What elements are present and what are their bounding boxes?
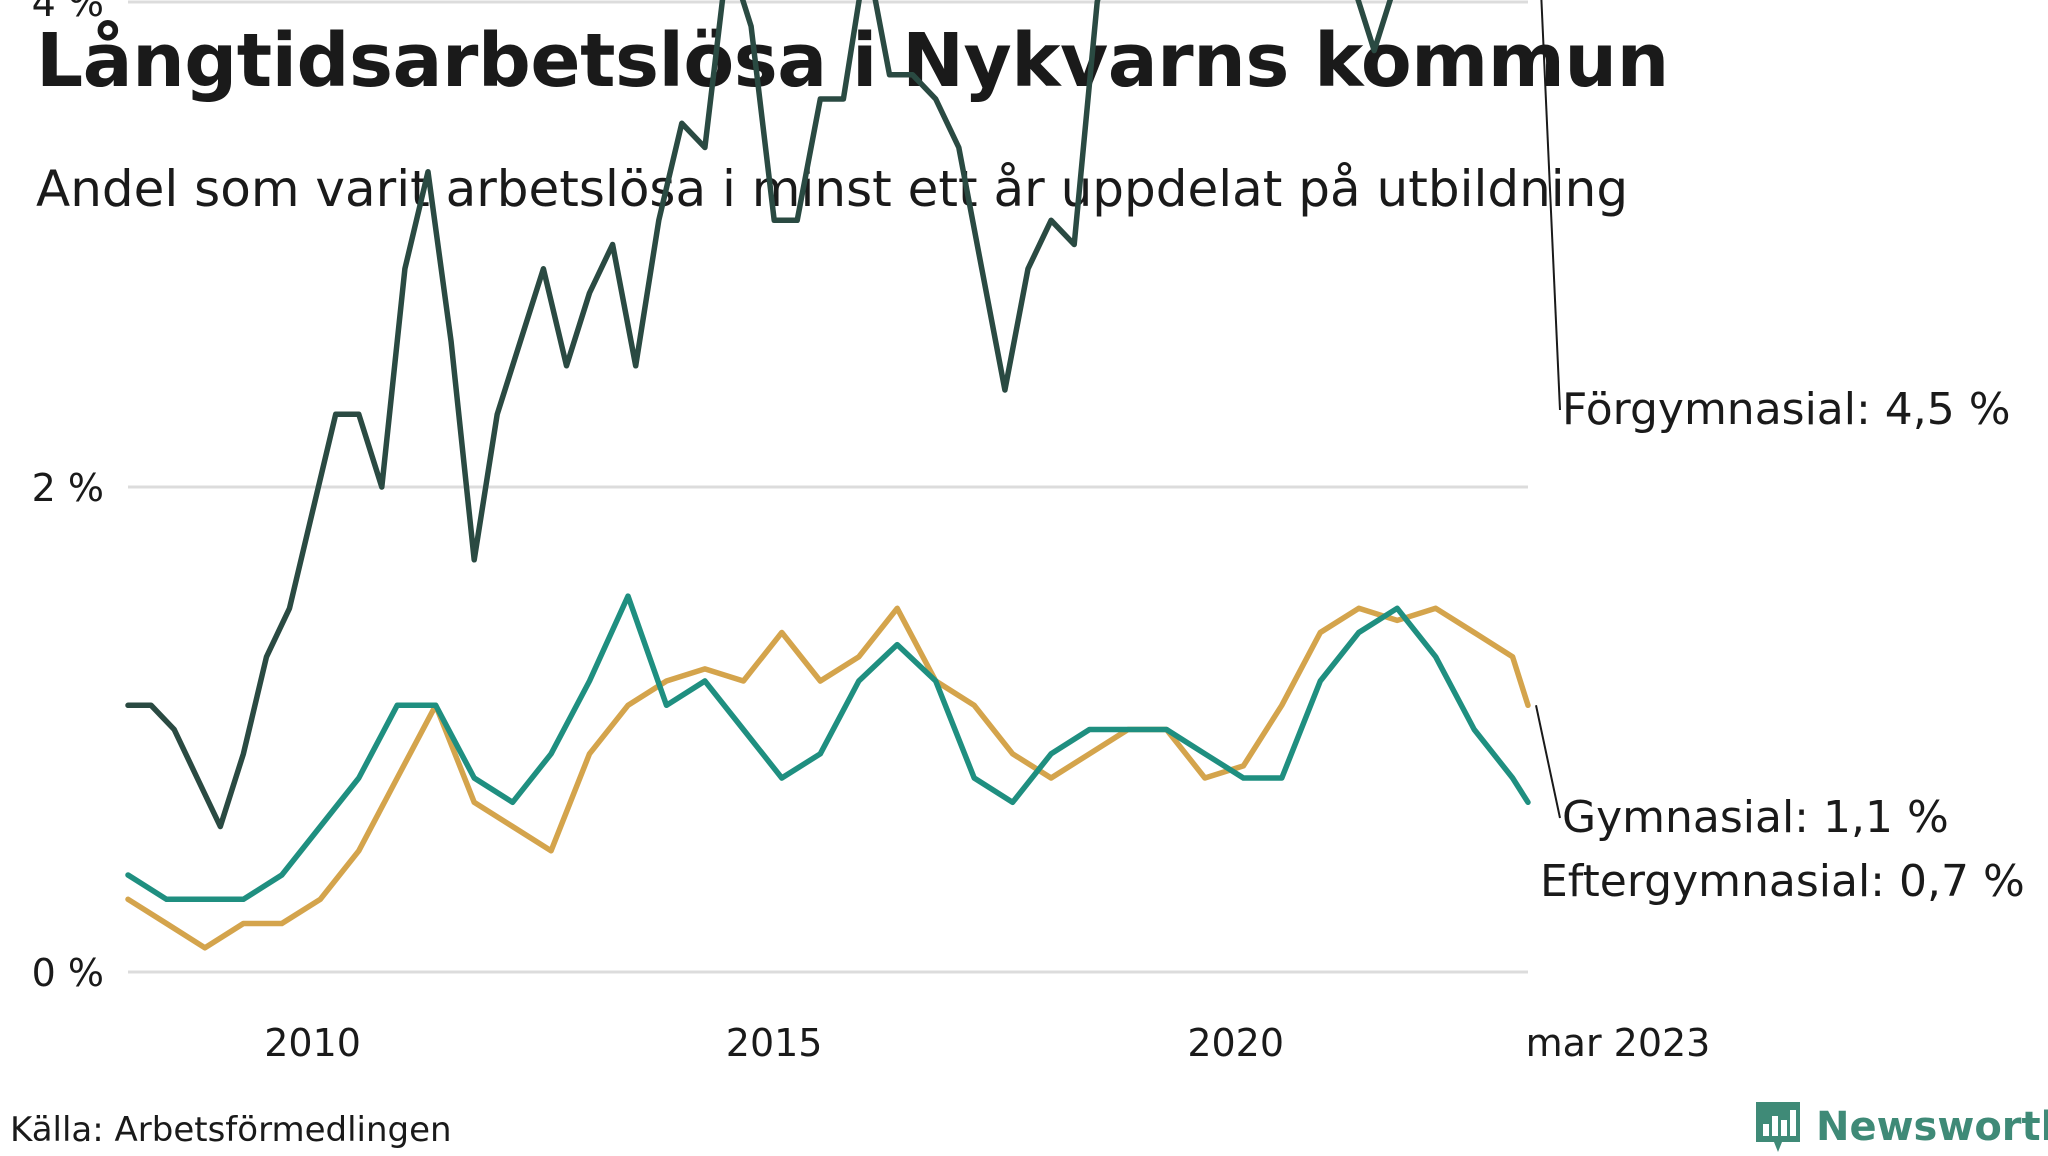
series-line-gymnasial [125,605,1531,951]
series-label-eftergymnasial: Eftergymnasial: 0,7 % [1540,856,2025,907]
source-note: Källa: Arbetsförmedlingen [10,1110,452,1150]
y-tick-label: 2 % [32,466,104,510]
x-tick-label: 2015 [726,1021,823,1065]
series-layer [125,0,1531,951]
series-label-forgymnasial: Förgymnasial: 4,5 % [1562,384,2011,435]
label-connector-forgymnasial [1540,0,1561,411]
y-tick-label: 4 % [32,0,104,25]
newsworthy-logo: Newsworthy [1752,1098,2048,1156]
label-layer: Förgymnasial: 4,5 % Gymnasial: 1,1 % Efter… [1535,0,2025,907]
grid-layer: 0 % 2 % 4 % 2010 2015 2020 mar 2023 [32,0,1711,1065]
y-tick-label: 0 % [32,951,104,995]
series-line-eftergymnasial [125,593,1531,903]
x-tick-label: 2010 [264,1021,361,1065]
label-connector-gymnasial [1535,705,1561,819]
x-tick-label: 2020 [1187,1021,1284,1065]
x-tick-label: mar 2023 [1526,1021,1711,1065]
bar-chart-badge-icon [1756,1102,1800,1152]
series-label-gymnasial: Gymnasial: 1,1 % [1562,792,1949,843]
series-line-forgymnasial [125,0,1394,830]
brand-name: Newsworthy [1816,1104,2048,1150]
chart-subtitle: Andel som varit arbetslösa i minst ett å… [36,160,1629,218]
